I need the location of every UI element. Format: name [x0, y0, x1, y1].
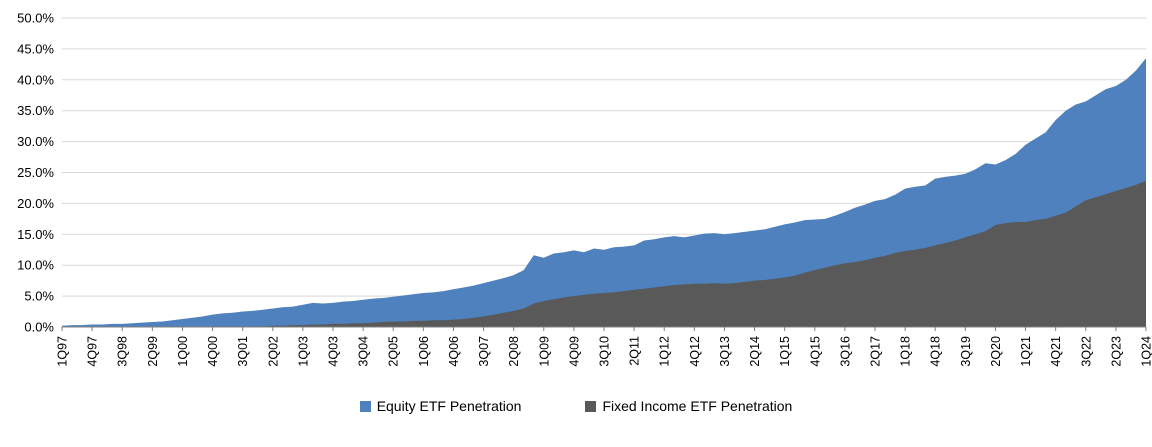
y-tick-label: 20.0%	[17, 196, 54, 211]
x-tick-label: 3Q07	[477, 336, 491, 367]
x-tick-label: 3Q22	[1079, 336, 1093, 367]
x-tick-label: 3Q10	[598, 336, 612, 367]
x-tick-label: 1Q97	[56, 336, 70, 367]
y-tick-label: 40.0%	[17, 72, 54, 87]
y-tick-label: 35.0%	[17, 103, 54, 118]
x-tick-label: 3Q01	[236, 336, 250, 367]
x-tick-label: 2Q99	[146, 336, 160, 367]
x-tick-label: 4Q97	[86, 336, 100, 367]
x-tick-label: 2Q05	[387, 336, 401, 367]
x-tick-label: 4Q00	[206, 336, 220, 367]
x-tick-label: 3Q98	[116, 336, 130, 367]
y-tick-label: 45.0%	[17, 41, 54, 56]
x-tick-label: 2Q14	[748, 336, 762, 367]
x-tick-label: 4Q03	[327, 336, 341, 367]
y-tick-label: 50.0%	[17, 11, 54, 26]
y-tick-label: 5.0%	[24, 289, 54, 304]
legend-label-equity: Equity ETF Penetration	[376, 398, 522, 414]
x-tick-label: 1Q06	[417, 336, 431, 367]
legend-item-fixed-income[interactable]: Fixed Income ETF Penetration	[585, 398, 792, 414]
x-tick-label: 4Q12	[688, 336, 702, 367]
x-tick-label: 1Q00	[176, 336, 190, 367]
x-tick-label: 2Q17	[869, 336, 883, 367]
y-tick-label: 0.0%	[24, 320, 54, 335]
area-fixed-income-etf	[62, 180, 1146, 327]
x-tick-label: 1Q15	[778, 336, 792, 367]
x-tick-label: 3Q19	[959, 336, 973, 367]
y-tick-label: 25.0%	[17, 165, 54, 180]
x-tick-label: 2Q08	[507, 336, 521, 367]
x-tick-label: 1Q09	[537, 336, 551, 367]
x-tick-label: 3Q16	[838, 336, 852, 367]
y-tick-label: 15.0%	[17, 227, 54, 242]
x-tick-label: 2Q23	[1109, 336, 1123, 367]
y-tick-label: 10.0%	[17, 258, 54, 273]
x-tick-label: 4Q21	[1049, 336, 1063, 367]
x-tick-label: 4Q06	[447, 336, 461, 367]
legend-swatch-fixed-income	[585, 400, 597, 412]
x-tick-label: 4Q18	[929, 336, 943, 367]
x-tick-label: 1Q18	[899, 336, 913, 367]
x-tick-label: 4Q09	[567, 336, 581, 367]
legend-label-fixed-income: Fixed Income ETF Penetration	[602, 398, 793, 414]
chart-legend: Equity ETF Penetration Fixed Income ETF …	[0, 398, 1152, 414]
x-tick-label: 2Q20	[989, 336, 1003, 367]
x-tick-label: 1Q21	[1019, 336, 1033, 367]
x-tick-label: 3Q04	[357, 336, 371, 367]
chart-plot-area: 0.0% 5.0% 10.0% 15.0% 20.0% 25.0% 30.0% 35.0% 40…	[17, 11, 1152, 367]
x-tick-label: 1Q03	[296, 336, 310, 367]
x-tick-label: 4Q15	[808, 336, 822, 367]
x-tick-label: 1Q12	[658, 336, 672, 367]
x-tick-label: 2Q02	[266, 336, 280, 367]
legend-swatch-equity	[359, 400, 371, 412]
y-tick-label: 30.0%	[17, 134, 54, 149]
x-tick-label: 1Q24	[1140, 336, 1152, 367]
legend-item-equity[interactable]: Equity ETF Penetration	[359, 398, 522, 414]
x-tick-label: 2Q11	[628, 336, 642, 366]
x-tick-label: 3Q13	[718, 336, 732, 367]
